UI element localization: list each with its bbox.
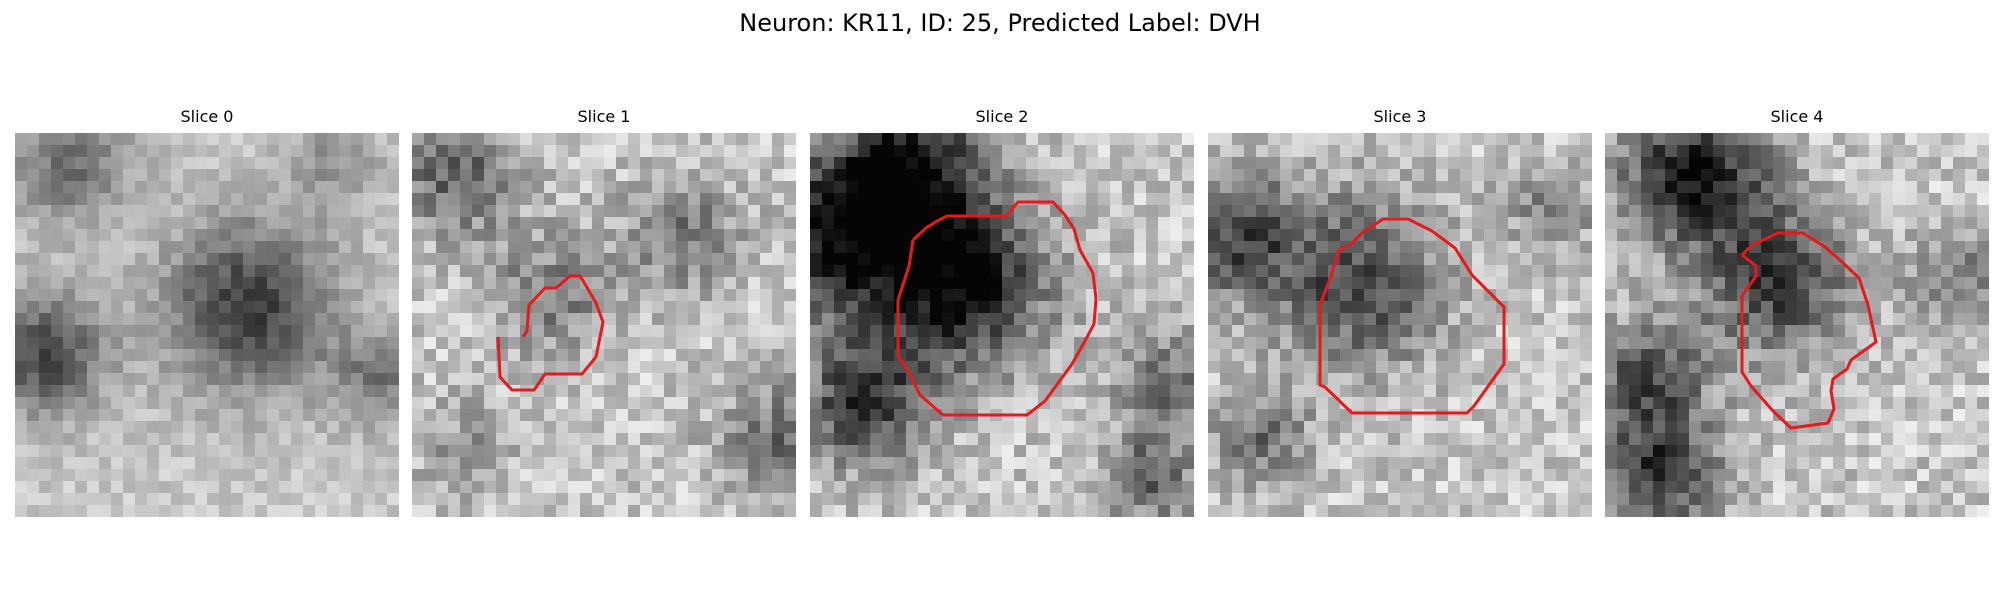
microscopy-pixels-4 [1605, 133, 1989, 517]
microscopy-pixels-0 [15, 133, 399, 517]
slice-image-4 [1605, 133, 1989, 517]
segmentation-contour-4 [1740, 231, 1878, 430]
slice-image-3 [1208, 133, 1592, 517]
segmentation-contour-3 [1318, 217, 1506, 415]
slice-title-2: Slice 2 [975, 107, 1029, 126]
slice-title-0: Slice 0 [180, 107, 234, 126]
slice-image-0 [15, 133, 399, 517]
figure-title: Neuron: KR11, ID: 25, Predicted Label: D… [739, 9, 1261, 37]
microscopy-pixels-2 [810, 133, 1194, 517]
slice-image-2 [810, 133, 1194, 517]
segmentation-contour-1 [496, 274, 605, 392]
slice-image-1 [412, 133, 796, 517]
microscopy-pixels-3 [1208, 133, 1592, 517]
slice-title-3: Slice 3 [1373, 107, 1427, 126]
microscopy-pixels-1 [412, 133, 796, 517]
slice-title-4: Slice 4 [1770, 107, 1824, 126]
segmentation-contour-2 [896, 200, 1098, 417]
slice-title-1: Slice 1 [577, 107, 631, 126]
